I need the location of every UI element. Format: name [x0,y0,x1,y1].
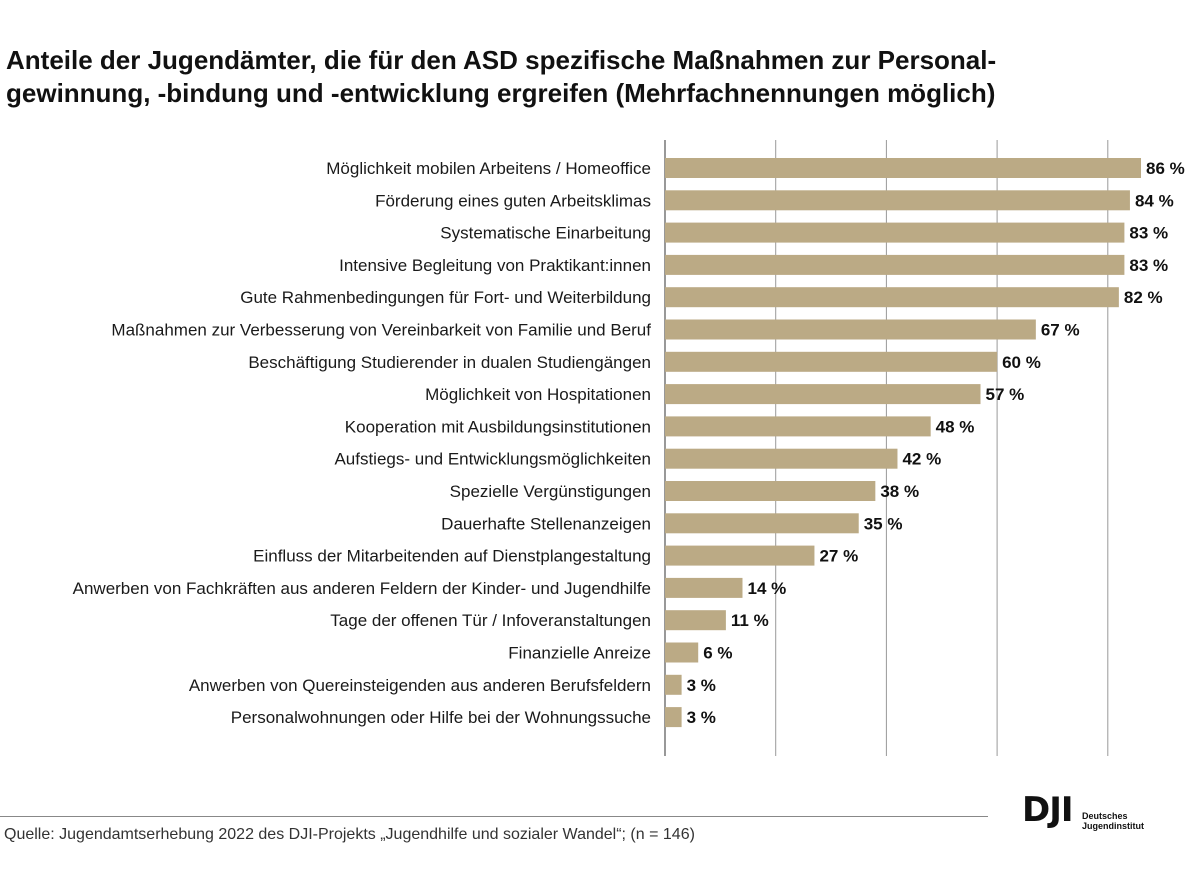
bar-4 [665,287,1119,308]
category-label-16: Anwerben von Quereinsteigenden aus ander… [189,676,651,695]
bar-15 [665,642,699,663]
bar-14 [665,610,726,631]
category-label-0: Möglichkeit mobilen Arbeitens / Homeoffi… [326,159,651,178]
bar-13 [665,577,743,598]
dji-logo: DJI Deutsches Jugendinstitut [1022,790,1162,850]
value-label-14: 11 % [731,611,769,630]
bar-0 [665,158,1142,178]
category-label-6: Beschäftigung Studierender in dualen Stu… [248,353,651,372]
value-label-12: 27 % [819,547,858,566]
value-label-8: 48 % [936,417,975,436]
value-label-16: 3 % [687,676,716,695]
logo-text: Deutsches Jugendinstitut [1082,811,1144,831]
value-label-1: 84 % [1135,191,1174,210]
bar-6 [665,351,998,372]
value-label-15: 6 % [703,644,732,663]
source-note: Quelle: Jugendamtserhebung 2022 des DJI-… [4,826,695,843]
logo-text-line-2: Jugendinstitut [1082,821,1144,831]
bar-chart: Möglichkeit mobilen Arbeitens / Homeoffi… [73,140,1185,756]
logo-mark: DJI [1022,790,1074,830]
bar-16 [665,674,682,695]
category-label-11: Dauerhafte Stellenanzeigen [441,514,651,533]
gridlines [664,140,1109,756]
bar-8 [665,416,931,437]
value-label-7: 57 % [985,385,1024,404]
bar-5 [665,319,1036,340]
category-label-12: Einfluss der Mitarbeitenden auf Dienstpl… [253,547,651,566]
bar-10 [665,481,876,501]
category-label-4: Gute Rahmenbedingungen für Fort- und Wei… [240,288,651,307]
category-label-8: Kooperation mit Ausbildungsinstitutionen [345,417,651,436]
category-label-17: Personalwohnungen oder Hilfe bei der Woh… [231,708,651,727]
value-label-9: 42 % [902,450,941,469]
chart-title-line-2: gewinnung, -bindung und -entwicklung erg… [6,78,996,108]
value-label-2: 83 % [1129,224,1168,243]
value-label-5: 67 % [1041,321,1080,340]
bar-2 [665,222,1125,243]
bar-12 [665,545,815,566]
category-label-7: Möglichkeit von Hospitationen [425,385,651,404]
value-label-17: 3 % [687,708,716,727]
category-label-10: Spezielle Vergünstigungen [450,482,651,501]
category-label-5: Maßnahmen zur Verbesserung von Vereinbar… [111,321,651,340]
value-labels: 86 % 84 % 83 % 83 % 82 % 67 %60 % 57 % 48 % 42 %… [687,159,1185,727]
value-label-11: 35 % [864,514,903,533]
category-label-3: Intensive Begleitung von Praktikant:inne… [339,256,651,275]
value-label-3: 83 % [1129,256,1168,275]
bar-9 [665,448,898,469]
logo-text-line-1: Deutsches [1082,811,1128,821]
chart-title-line-1: Anteile der Jugendämter, die für den ASD… [6,45,997,75]
bar-11 [665,513,859,534]
value-label-6: 60 % [1002,353,1041,372]
value-label-0: 86 % [1146,159,1185,178]
category-label-2: Systematische Einarbeitung [440,224,651,243]
category-label-9: Aufstiegs- und Entwicklungsmöglichkeiten [334,450,651,469]
bar-3 [665,254,1125,275]
footer-divider [0,816,988,817]
value-label-4: 82 % [1124,288,1163,307]
bar-17 [665,707,682,728]
category-label-14: Tage der offenen Tür / Infoveranstaltung… [330,611,651,630]
bars [665,158,1142,728]
bar-7 [665,384,981,405]
category-label-1: Förderung eines guten Arbeitsklimas [375,191,651,210]
chart-title: Anteile der Jugendämter, die für den ASD… [6,44,1186,110]
category-labels: Möglichkeit mobilen Arbeitens / Homeoffi… [73,159,652,727]
category-label-13: Anwerben von Fachkräften aus anderen Fel… [73,579,651,598]
bar-1 [665,190,1130,211]
value-label-13: 14 % [747,579,786,598]
value-label-10: 38 % [880,482,919,501]
category-label-15: Finanzielle Anreize [508,644,651,663]
